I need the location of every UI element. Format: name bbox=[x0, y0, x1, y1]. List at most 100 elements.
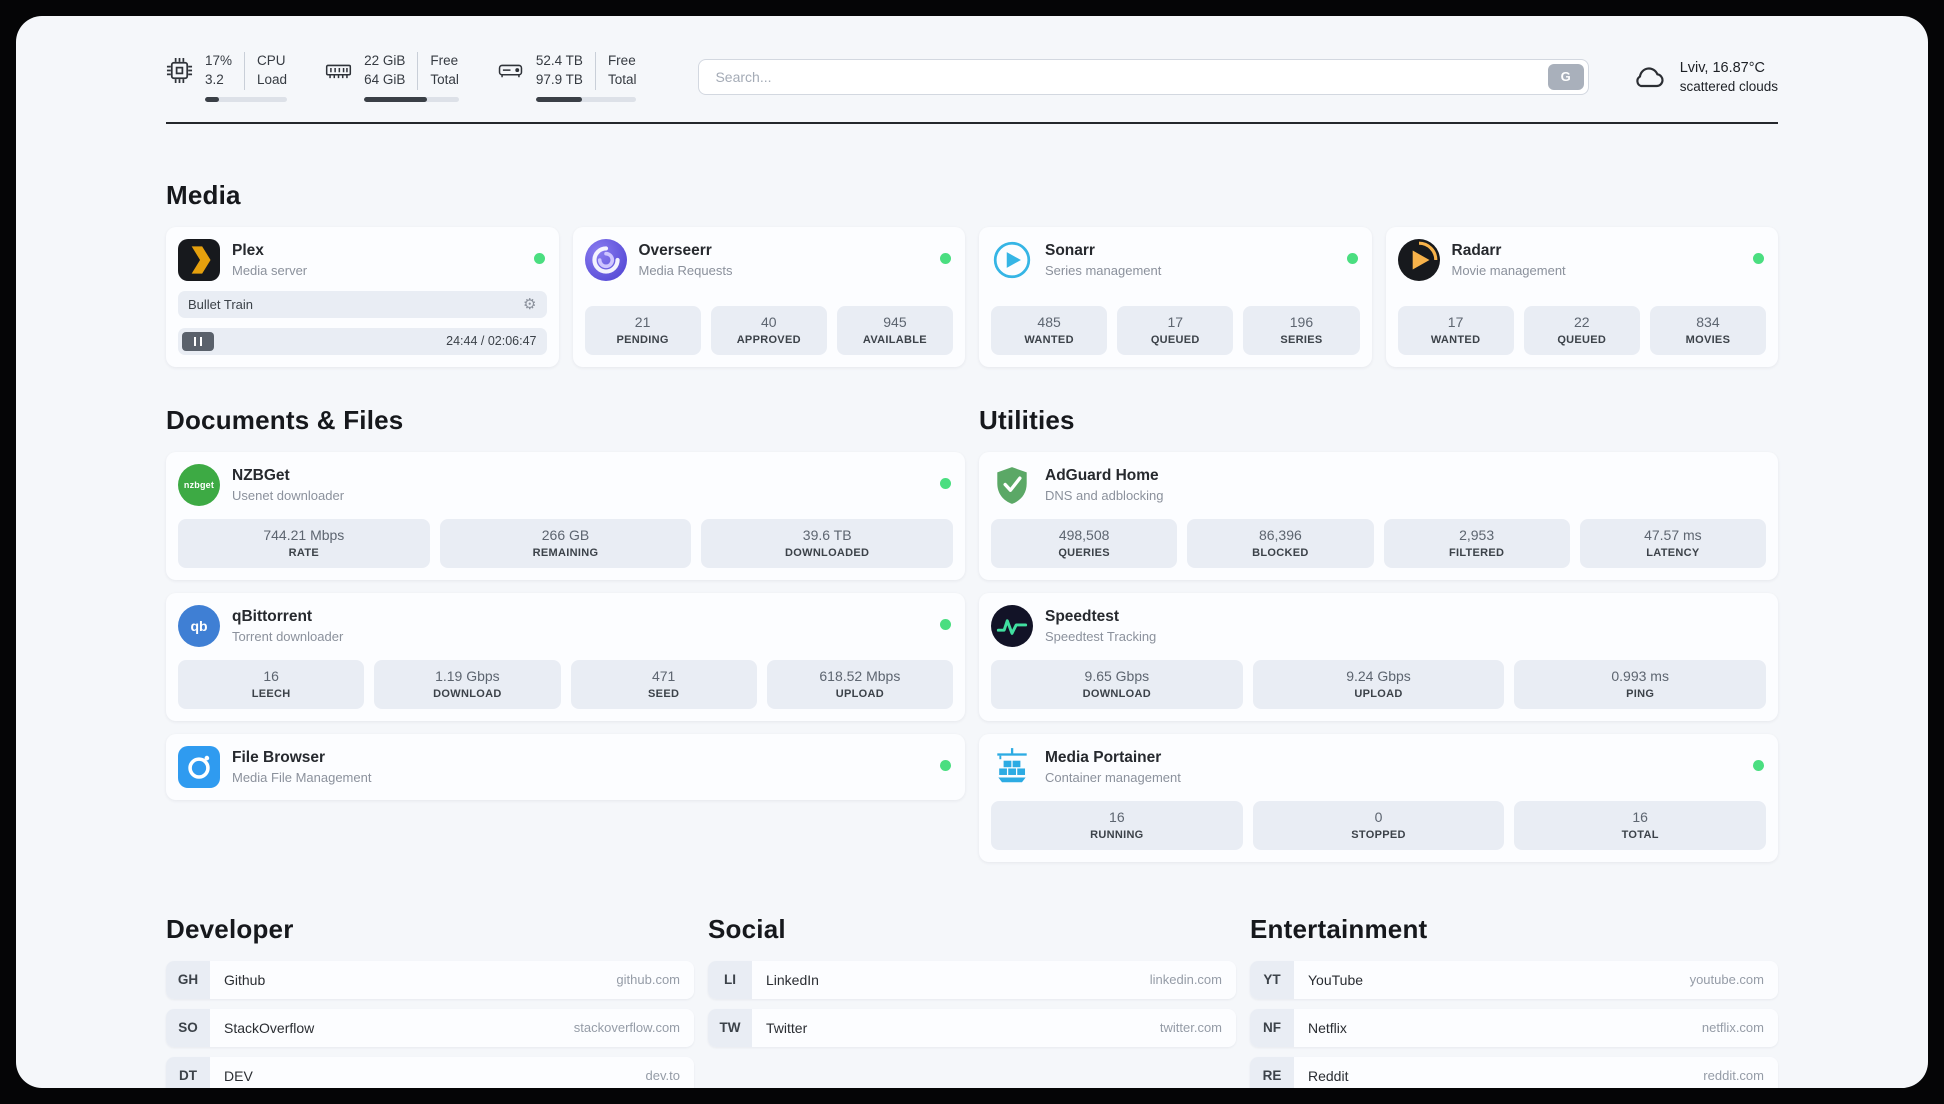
app-card-filebrowser[interactable]: File Browser Media File Management bbox=[166, 733, 965, 800]
bookmark-twitter[interactable]: TW Twitter twitter.com bbox=[708, 1008, 1236, 1047]
weather-widget: Lviv, 16.87°C scattered clouds bbox=[1631, 60, 1778, 94]
radarr-icon bbox=[1397, 238, 1440, 281]
status-dot bbox=[1753, 759, 1764, 771]
status-dot bbox=[1346, 252, 1358, 264]
stat-box: 9.65 Gbps DOWNLOAD bbox=[991, 659, 1243, 709]
app-desc: Speedtest Tracking bbox=[1045, 628, 1157, 644]
bookmark-url: netflix.com bbox=[1701, 1020, 1764, 1036]
bookmark-name: Reddit bbox=[1308, 1067, 1349, 1084]
app-card-adguard[interactable]: AdGuard Home DNS and adblocking 498,508 … bbox=[979, 451, 1778, 580]
app-card-speedtest[interactable]: Speedtest Speedtest Tracking 9.65 Gbps D… bbox=[979, 592, 1778, 721]
app-card-plex[interactable]: Plex Media server Bullet Train ⚙ 24:44 /… bbox=[166, 226, 559, 367]
bookmark-netflix[interactable]: NF Netflix netflix.com bbox=[1250, 1008, 1778, 1047]
app-desc: Media server bbox=[232, 262, 308, 278]
status-dot bbox=[533, 252, 545, 264]
now-playing-row: Bullet Train ⚙ bbox=[178, 290, 547, 318]
bookmark-url: dev.to bbox=[645, 1068, 680, 1084]
cpu-widget: 17% 3.2 CPU Load bbox=[166, 52, 288, 102]
app-card-radarr[interactable]: Radarr Movie management 17 WANTED 22 QUE… bbox=[1385, 226, 1778, 367]
weather-condition: scattered clouds bbox=[1679, 78, 1778, 94]
bookmark-name: DEV bbox=[224, 1067, 253, 1084]
ram-total: 64 GiB bbox=[364, 71, 406, 87]
stat-box: 0 STOPPED bbox=[1252, 800, 1505, 850]
player-progress-row: 24:44 / 02:06:47 bbox=[178, 327, 547, 355]
stat-box: 2,953 FILTERED bbox=[1383, 518, 1570, 568]
bookmark-abbr-badge: LI bbox=[708, 960, 752, 999]
bookmark-url: stackoverflow.com bbox=[573, 1020, 680, 1036]
bookmark-url: github.com bbox=[616, 972, 680, 988]
gear-icon[interactable]: ⚙ bbox=[523, 295, 537, 313]
search-input[interactable] bbox=[698, 58, 1589, 95]
speedtest-icon bbox=[991, 604, 1033, 647]
app-name: Speedtest bbox=[1045, 607, 1120, 625]
bookmark-github[interactable]: GH Github github.com bbox=[166, 960, 694, 999]
bookmark-name: Twitter bbox=[766, 1019, 808, 1036]
app-card-nzbget[interactable]: nzbget NZBGet Usenet downloader 744.21 M… bbox=[166, 451, 965, 580]
stat-box: 17 QUEUED bbox=[1117, 305, 1234, 355]
stat-box: 86,396 BLOCKED bbox=[1187, 518, 1374, 568]
ram-free: 22 GiB bbox=[364, 53, 406, 68]
bookmark-group-entertainment: Entertainment YT YouTube youtube.com NF … bbox=[1250, 914, 1778, 1088]
stat-box: 9.24 Gbps UPLOAD bbox=[1252, 659, 1505, 709]
app-name: File Browser bbox=[232, 748, 326, 766]
disk-progress-bar bbox=[535, 96, 637, 102]
status-dot bbox=[940, 618, 951, 630]
bookmark-url: linkedin.com bbox=[1149, 972, 1222, 988]
cloud-icon bbox=[1631, 62, 1667, 92]
section-title-documents: Documents & Files bbox=[166, 404, 404, 435]
app-desc: Movie management bbox=[1451, 262, 1566, 278]
app-card-sonarr[interactable]: Sonarr Series management 485 WANTED 17 Q… bbox=[979, 226, 1372, 367]
search-box: G bbox=[698, 58, 1589, 95]
pause-button[interactable] bbox=[182, 331, 214, 351]
app-card-overseerr[interactable]: Overseerr Media Requests 21 PENDING 40 A… bbox=[572, 226, 965, 367]
stat-box: 0.993 ms PING bbox=[1514, 659, 1767, 709]
stat-box: 47.57 ms LATENCY bbox=[1579, 518, 1766, 568]
weather-location: Lviv, 16.87°C bbox=[1679, 59, 1766, 76]
bookmark-url: youtube.com bbox=[1689, 972, 1764, 988]
stat-box: 196 SERIES bbox=[1243, 305, 1360, 355]
section-title-developer: Developer bbox=[166, 913, 294, 944]
section-title-entertainment: Entertainment bbox=[1250, 913, 1428, 944]
portainer-icon bbox=[991, 746, 1033, 788]
section-media: Media Plex Media server Bullet Train ⚙ bbox=[166, 180, 1778, 367]
bookmark-reddit[interactable]: RE Reddit reddit.com bbox=[1250, 1056, 1778, 1088]
app-desc: Media File Management bbox=[232, 769, 372, 785]
section-utilities: Utilities AdGuard Home DNS and a bbox=[979, 405, 1778, 862]
app-name: Plex bbox=[232, 241, 264, 259]
app-desc: Usenet downloader bbox=[232, 487, 345, 503]
stat-box: 40 APPROVED bbox=[710, 305, 827, 355]
app-card-portainer[interactable]: Media Portainer Container management 16 … bbox=[979, 733, 1778, 862]
app-desc: Container management bbox=[1045, 769, 1181, 785]
app-card-qbittorrent[interactable]: qb qBittorrent Torrent downloader 16 LEE… bbox=[166, 592, 965, 721]
status-dot bbox=[1753, 252, 1764, 264]
disk-free: 52.4 TB bbox=[535, 53, 583, 68]
stat-box: 16 RUNNING bbox=[991, 800, 1243, 850]
ram-label-bottom: Total bbox=[430, 71, 459, 87]
bookmark-name: LinkedIn bbox=[766, 971, 819, 988]
app-name: Media Portainer bbox=[1045, 748, 1162, 766]
cpu-label-top: CPU bbox=[257, 53, 286, 68]
stat-box: 471 SEED bbox=[570, 659, 757, 709]
status-dot bbox=[940, 477, 951, 489]
top-bar: 17% 3.2 CPU Load bbox=[166, 52, 1778, 102]
stat-box: 498,508 QUERIES bbox=[991, 518, 1178, 568]
stat-box: 744.21 Mbps RATE bbox=[178, 518, 430, 568]
bookmark-abbr-badge: SO bbox=[166, 1008, 210, 1047]
bookmark-abbr-badge: DT bbox=[166, 1056, 210, 1088]
stat-box: 21 PENDING bbox=[584, 305, 701, 355]
stat-box: 16 TOTAL bbox=[1514, 800, 1767, 850]
bookmark-linkedin[interactable]: LI LinkedIn linkedin.com bbox=[708, 960, 1236, 999]
search-engine-button[interactable]: G bbox=[1547, 63, 1584, 90]
bookmark-dev[interactable]: DT DEV dev.to bbox=[166, 1056, 694, 1088]
header-divider bbox=[166, 121, 1778, 124]
ram-progress-bar bbox=[364, 96, 459, 102]
bookmark-youtube[interactable]: YT YouTube youtube.com bbox=[1250, 960, 1778, 999]
stat-box: 39.6 TB DOWNLOADED bbox=[701, 518, 954, 568]
stat-box: 16 LEECH bbox=[178, 659, 365, 709]
stat-box: 22 QUEUED bbox=[1523, 305, 1640, 355]
ram-widget: 22 GiB 64 GiB Free Total bbox=[325, 52, 459, 102]
bookmark-stackoverflow[interactable]: SO StackOverflow stackoverflow.com bbox=[166, 1008, 694, 1047]
stat-box: 945 AVAILABLE bbox=[836, 305, 954, 355]
app-desc: DNS and adblocking bbox=[1045, 487, 1164, 503]
now-playing-title: Bullet Train bbox=[188, 296, 254, 312]
